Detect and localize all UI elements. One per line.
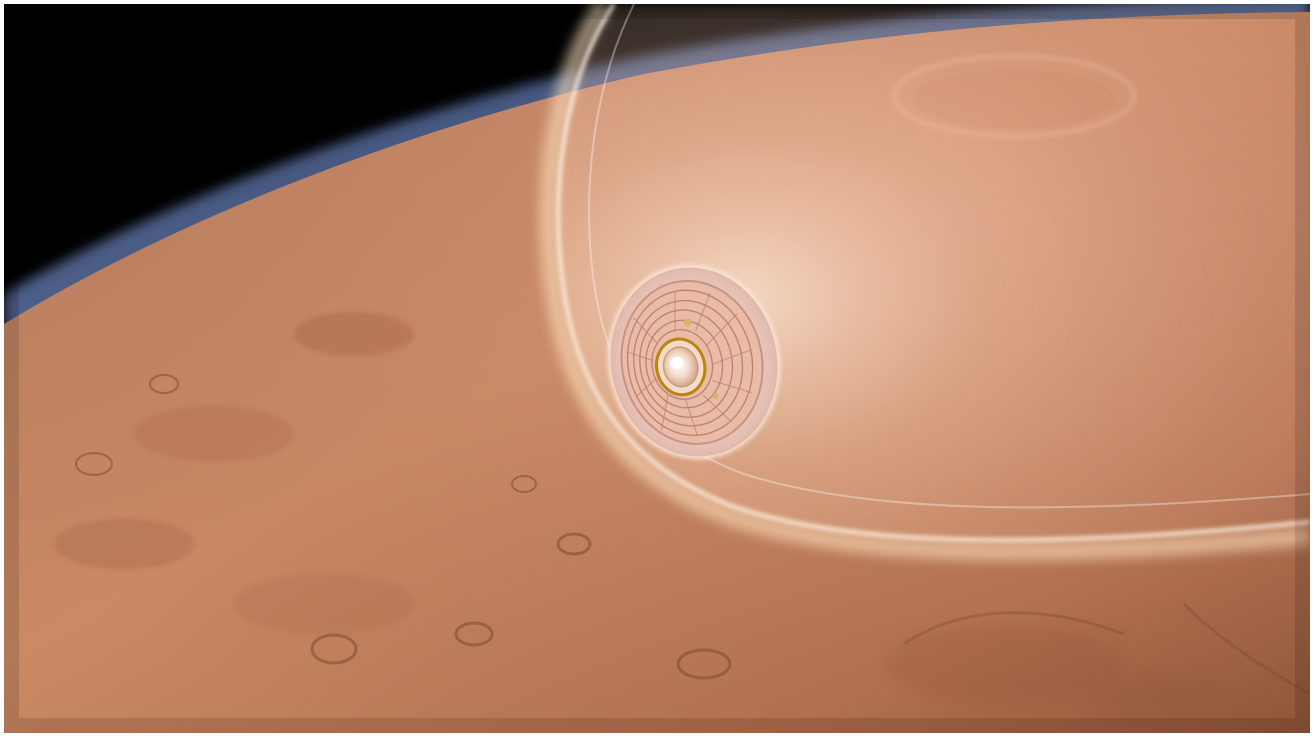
mars-entry-scene	[4, 4, 1310, 733]
image-frame	[4, 4, 1310, 733]
heat-shield	[607, 264, 781, 460]
